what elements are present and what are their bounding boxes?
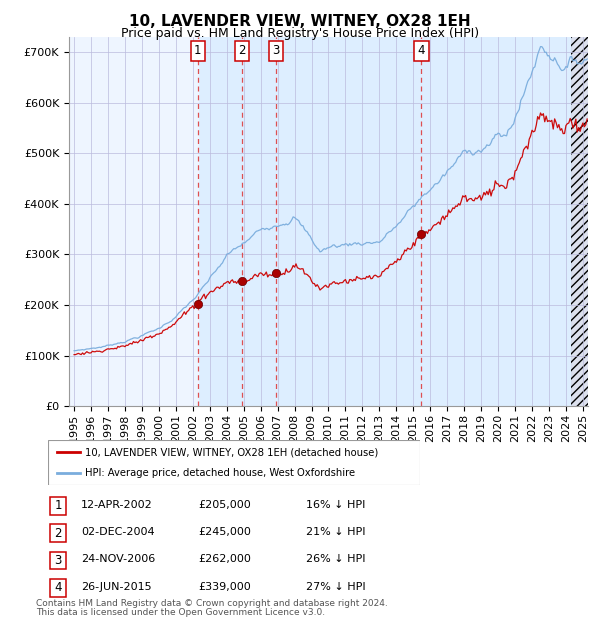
Text: 1: 1 xyxy=(55,500,62,512)
Text: This data is licensed under the Open Government Licence v3.0.: This data is licensed under the Open Gov… xyxy=(36,608,325,617)
Text: 2: 2 xyxy=(239,45,246,57)
Text: 3: 3 xyxy=(55,554,62,567)
Text: £262,000: £262,000 xyxy=(198,554,251,564)
Text: 24-NOV-2006: 24-NOV-2006 xyxy=(81,554,155,564)
FancyBboxPatch shape xyxy=(50,497,67,515)
Text: 27% ↓ HPI: 27% ↓ HPI xyxy=(306,582,365,591)
Text: HPI: Average price, detached house, West Oxfordshire: HPI: Average price, detached house, West… xyxy=(85,468,355,478)
Text: Contains HM Land Registry data © Crown copyright and database right 2024.: Contains HM Land Registry data © Crown c… xyxy=(36,600,388,608)
Text: 10, LAVENDER VIEW, WITNEY, OX28 1EH: 10, LAVENDER VIEW, WITNEY, OX28 1EH xyxy=(129,14,471,29)
Text: 2: 2 xyxy=(55,527,62,539)
Bar xyxy=(69,37,197,406)
Text: £339,000: £339,000 xyxy=(198,582,251,591)
Text: 02-DEC-2004: 02-DEC-2004 xyxy=(81,527,155,537)
Text: 1: 1 xyxy=(194,45,202,57)
Text: £205,000: £205,000 xyxy=(198,500,251,510)
Text: 4: 4 xyxy=(418,45,425,57)
Text: Price paid vs. HM Land Registry's House Price Index (HPI): Price paid vs. HM Land Registry's House … xyxy=(121,27,479,40)
Text: 16% ↓ HPI: 16% ↓ HPI xyxy=(306,500,365,510)
FancyBboxPatch shape xyxy=(50,579,67,596)
Text: £245,000: £245,000 xyxy=(198,527,251,537)
Text: 12-APR-2002: 12-APR-2002 xyxy=(81,500,153,510)
Bar xyxy=(197,37,571,406)
Text: 3: 3 xyxy=(272,45,280,57)
FancyBboxPatch shape xyxy=(50,525,67,542)
Text: 26% ↓ HPI: 26% ↓ HPI xyxy=(306,554,365,564)
FancyBboxPatch shape xyxy=(48,440,420,485)
Text: 4: 4 xyxy=(55,582,62,594)
Text: 10, LAVENDER VIEW, WITNEY, OX28 1EH (detached house): 10, LAVENDER VIEW, WITNEY, OX28 1EH (det… xyxy=(85,447,379,458)
Text: 26-JUN-2015: 26-JUN-2015 xyxy=(81,582,152,591)
FancyBboxPatch shape xyxy=(50,552,67,569)
Text: 21% ↓ HPI: 21% ↓ HPI xyxy=(306,527,365,537)
Bar xyxy=(571,37,588,406)
